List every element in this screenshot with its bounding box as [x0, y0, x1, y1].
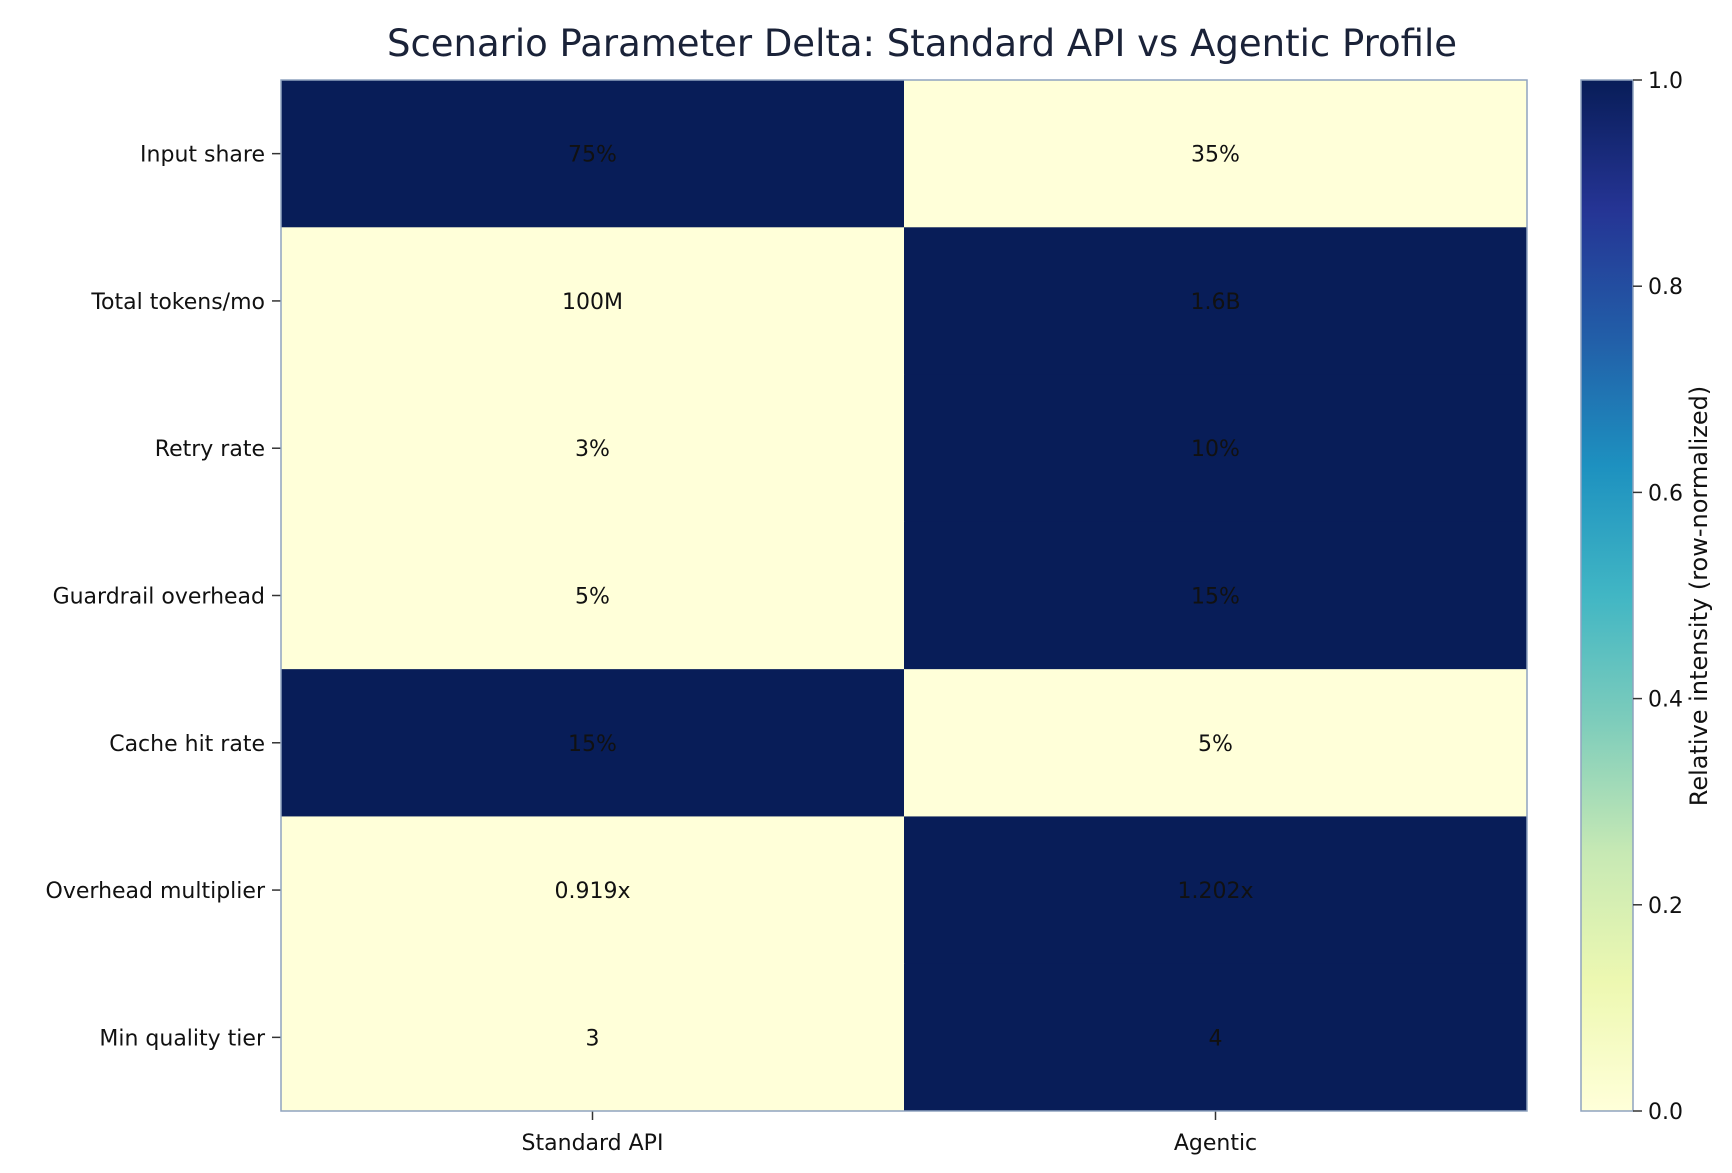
column-tick-label: Agentic [1174, 1131, 1257, 1156]
heatmap-cell [281, 521, 905, 670]
cell-value-label: 15% [568, 732, 617, 757]
row-tick-label: Min quality tier [99, 1026, 266, 1051]
heatmap-cell [904, 963, 1528, 1112]
cell-value-label: 1.202x [1177, 879, 1253, 904]
row-tick-labels: Input share Total tokens/mo Retry rate Guar… [46, 143, 281, 1051]
heatmap-cells [281, 80, 1528, 1112]
row-tick-label: Retry rate [155, 437, 265, 462]
heatmap-cell [904, 816, 1528, 965]
colorbar-gradient [1580, 79, 1634, 1112]
cell-value-label: 75% [568, 143, 617, 168]
row-tick-label: Cache hit rate [109, 732, 265, 757]
heatmap-cell [904, 227, 1528, 376]
colorbar-label: Relative intensity (row-normalized) [1685, 386, 1713, 807]
heatmap-cell [904, 669, 1528, 817]
cell-value-label: 5% [575, 585, 610, 610]
heatmap-cell [281, 374, 905, 523]
cell-value-label: 0.919x [554, 879, 630, 904]
cell-value-label: 5% [1198, 732, 1233, 757]
row-tick-label: Total tokens/mo [90, 290, 265, 315]
heatmap-cell [281, 227, 905, 376]
cell-value-label: 4 [1209, 1026, 1223, 1051]
heatmap-cell [904, 374, 1528, 523]
cell-value-label: 10% [1191, 437, 1240, 462]
cell-value-label: 1.6B [1190, 290, 1240, 315]
column-tick-label: Standard API [522, 1131, 664, 1156]
colorbar-tick-label: 0.0 [1648, 1100, 1683, 1125]
heatmap-cell [281, 669, 905, 817]
colorbar-tick-label: 0.6 [1648, 481, 1683, 506]
cell-value-label: 3 [586, 1026, 600, 1051]
column-tick-labels: Standard API Agentic [522, 1111, 1257, 1156]
cell-value-label: 3% [575, 437, 610, 462]
colorbar-tick-label: 1.0 [1648, 69, 1683, 94]
heatmap-cell [281, 80, 905, 228]
row-tick-label: Guardrail overhead [53, 585, 265, 610]
row-tick-label: Overhead multiplier [46, 879, 266, 904]
colorbar-tick-label: 0.2 [1648, 894, 1683, 919]
colorbar-ticks: 0.0 0.2 0.4 0.6 0.8 1.0 [1633, 69, 1683, 1125]
row-tick-label: Input share [140, 143, 265, 168]
colorbar: 0.0 0.2 0.4 0.6 0.8 1.0 Relative intensity (r… [1580, 69, 1713, 1125]
heatmap-cell [904, 80, 1528, 228]
heatmap-cell [281, 816, 905, 965]
cell-value-labels: 75% 35% 100M 1.6B 3% 10% 5% 15% 15% 5% 0.919x 1.202… [554, 143, 1253, 1052]
chart-title: Scenario Parameter Delta: Standard API v… [387, 22, 1457, 65]
heatmap-cell [904, 521, 1528, 670]
colorbar-tick-label: 0.4 [1648, 688, 1683, 713]
cell-value-label: 35% [1191, 143, 1240, 168]
cell-value-label: 15% [1191, 585, 1240, 610]
heatmap-cell [281, 963, 905, 1112]
cell-value-label: 100M [562, 290, 623, 315]
colorbar-tick-label: 0.8 [1648, 275, 1683, 300]
plot-frame [280, 79, 1528, 1112]
